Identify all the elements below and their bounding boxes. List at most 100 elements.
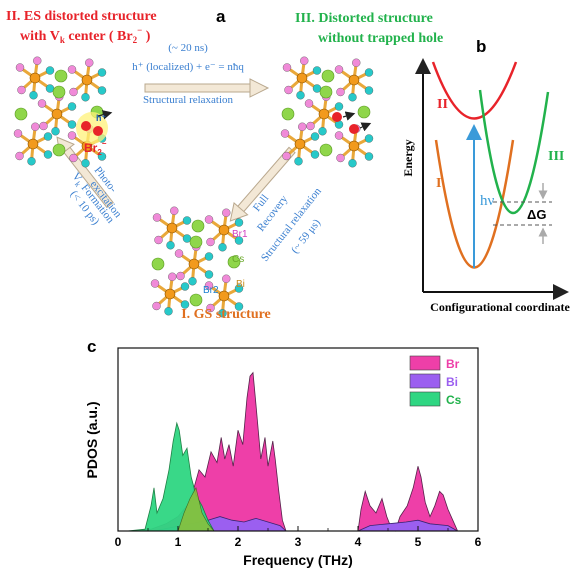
br1-atom [334, 131, 344, 140]
br2-atom [43, 132, 53, 141]
br1-atom [352, 58, 361, 67]
br1-atom [176, 271, 185, 281]
state-i-title: I. GS structure [181, 307, 271, 322]
right-arrow-labels: Full Recovery Structural relaxation (~ 5… [251, 185, 324, 264]
br2-atom [334, 102, 344, 111]
br1-atom [17, 85, 26, 95]
state-ii-title-line2: with Vk center ( Br2− ) [20, 25, 151, 45]
x-tick-label: 2 [235, 535, 242, 549]
photon-label: hν [480, 193, 495, 209]
bi-atom [218, 224, 230, 236]
br1-atom [300, 56, 309, 65]
br1-atom [69, 153, 78, 163]
cs-atom [357, 105, 371, 119]
br2-atom [364, 68, 374, 77]
br2-atom [294, 157, 303, 166]
br1-atom [37, 99, 47, 108]
br2-atom [97, 68, 107, 77]
br2-atom [234, 218, 244, 227]
legend-label-cs: Cs [446, 393, 462, 407]
bi-atom [348, 140, 360, 152]
hole-label: h⁺ [96, 113, 106, 123]
br1-atom [31, 122, 40, 131]
bi-atom [188, 258, 200, 270]
br2-atom [364, 134, 374, 143]
panel-c-label: c [87, 337, 96, 356]
br1-atom [170, 206, 179, 215]
br1-atom [222, 274, 231, 283]
cs-atom [14, 107, 28, 121]
br2-atom [51, 127, 60, 136]
bi-pdos-area-high [357, 519, 460, 532]
br2-atom [234, 284, 244, 293]
cs-atom [189, 293, 203, 307]
br2-atom [182, 216, 192, 225]
br1-atom [152, 301, 161, 311]
bi-atom [81, 74, 93, 86]
state-iii-title-line1: III. Distorted structure [295, 11, 433, 26]
cs-atom [52, 143, 66, 157]
legend-label-bi: Bi [446, 375, 458, 389]
br2-atom [364, 86, 374, 95]
br1-atom [298, 122, 307, 131]
atom-labels: Br1 Cs Bi Br2 [203, 229, 248, 296]
br2-atom [318, 127, 327, 136]
br2-atom [204, 252, 214, 261]
x-tick-label: 4 [355, 535, 362, 549]
cs-atom [227, 255, 241, 269]
curve-i-label: I [436, 176, 441, 191]
delta-g-label: ΔG [527, 207, 546, 222]
br1-atom [150, 279, 160, 288]
br2-atom [310, 132, 320, 141]
br2-atom [188, 277, 197, 286]
state-iii-title-line2: without trapped hole [318, 31, 443, 46]
br1-atom [334, 65, 344, 74]
curve-distorted-state [478, 89, 550, 214]
cs-br-overlap-area [177, 486, 215, 532]
structure-iii [280, 56, 374, 168]
x-tick-label: 1 [175, 535, 182, 549]
br2-atom [180, 282, 190, 291]
br1-atom [69, 87, 78, 97]
br1-atom [15, 63, 25, 72]
panel-a: a II. ES distorted structure with Vk cen… [6, 7, 443, 322]
x-tick-label: 5 [415, 535, 422, 549]
bi-atom [218, 290, 230, 302]
br2-atom [234, 236, 244, 245]
br2-atom [29, 91, 38, 100]
cs-label: Cs [232, 254, 244, 265]
br2-atom [204, 270, 214, 279]
br2-atom [67, 102, 77, 111]
panel-b-label: b [476, 37, 486, 56]
pdos-legend: Br Bi Cs [409, 355, 462, 407]
br1-atom [304, 99, 314, 108]
br1-atom [154, 235, 163, 245]
br1-atom [206, 237, 215, 247]
cs-atom [151, 257, 165, 271]
br1-atom [168, 272, 177, 281]
top-arrow-time: (~ 20 ns) [168, 42, 208, 54]
br2-atom [81, 159, 90, 168]
top-transition-arrow [144, 78, 270, 98]
br2-atom [364, 152, 374, 161]
br2-atom [218, 243, 227, 252]
curve-ii-label: II [437, 97, 448, 112]
br2-atom [312, 66, 322, 75]
left-arrow-labels: Photo- excitation Vk Formation (< 10 ps) [68, 164, 124, 227]
bi-atom [164, 288, 176, 300]
cs-atom [52, 85, 66, 99]
br2-atom [180, 300, 190, 309]
bi-atom [296, 72, 308, 84]
cs-atom [191, 219, 205, 233]
br1-atom [152, 213, 162, 222]
vk-center-highlight: h⁺ Br2− [76, 110, 113, 157]
structure-ii [13, 56, 107, 168]
br1-atom [13, 129, 23, 138]
bi-label: Bi [236, 279, 245, 290]
panel-a-label: a [216, 7, 226, 26]
pdos-chart [126, 371, 460, 532]
panel-c: c 0 1 2 3 4 5 6 PDOS (a.u.) Frequency (THz) Br… [84, 337, 482, 568]
legend-swatch-cs [409, 391, 441, 407]
br1-atom [39, 121, 48, 131]
